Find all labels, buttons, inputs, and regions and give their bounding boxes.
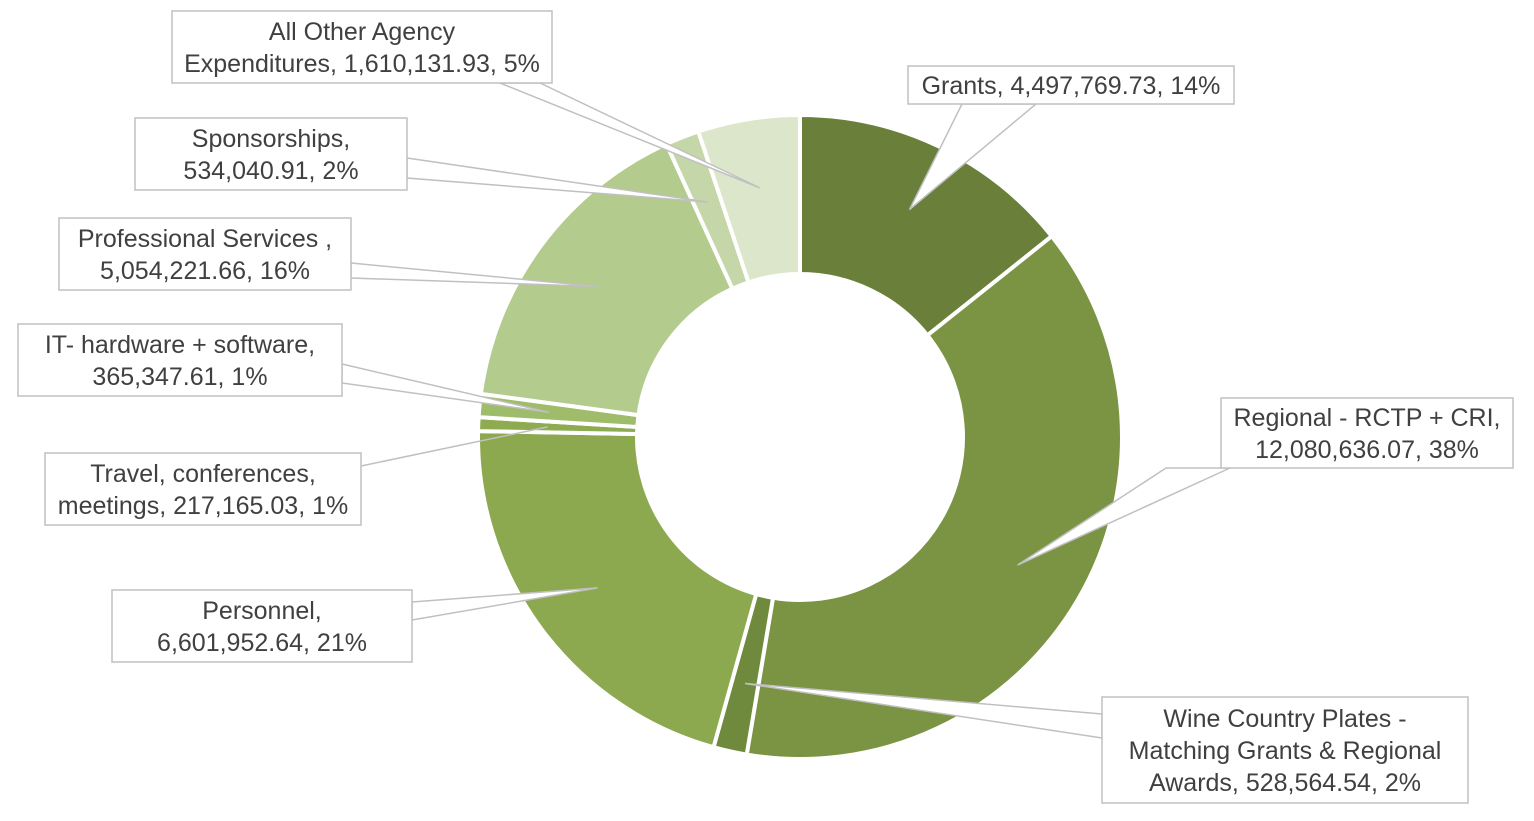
data-label-box-6 <box>58 217 352 291</box>
slice-6 <box>478 141 736 418</box>
data-label-1-line-0: Regional - RCTP + CRI, <box>1234 404 1501 432</box>
slice-3 <box>476 429 759 750</box>
data-label-7-line-0: Sponsorships, <box>192 125 350 153</box>
data-label-8-line-1: Expenditures, 1,610,131.93, 5% <box>184 50 540 78</box>
slice-0 <box>798 112 1055 339</box>
leader-line-1 <box>1017 467 1231 566</box>
data-label-box-3 <box>111 589 413 663</box>
data-label-5-line-0: IT- hardware + software, <box>45 331 315 359</box>
data-label-2-line-1: Matching Grants & Regional <box>1129 737 1442 765</box>
data-label-6-line-1: 5,054,221.66, 16% <box>100 257 310 285</box>
labels-group: Grants, 4,497,769.73, 14% Regional - RCTP… <box>17 10 1514 804</box>
data-label-box-0 <box>907 65 1235 105</box>
slice-8 <box>695 112 802 285</box>
data-label-3-line-1: 6,601,952.64, 21% <box>157 629 367 657</box>
leader-lines-group <box>341 82 1231 739</box>
data-label-1-line-1: 12,080,636.07, 38% <box>1255 436 1479 464</box>
leader-line-4 <box>360 426 548 467</box>
data-label-2-line-0: Wine Country Plates - <box>1163 705 1406 733</box>
data-label-6-line-0: Professional Services , <box>78 225 332 253</box>
data-label-3-line-0: Personnel, <box>202 597 322 625</box>
data-label-5-line-1: 365,347.61, 1% <box>92 363 267 391</box>
data-label-8-line-0: All Other Agency <box>269 18 456 46</box>
data-label-box-5 <box>17 323 343 397</box>
data-label-7-line-1: 534,040.91, 2% <box>183 157 358 185</box>
data-label-box-1 <box>1220 397 1514 469</box>
data-label-0-line-0: Grants, 4,497,769.73, 14% <box>922 72 1221 100</box>
slice-1 <box>744 233 1124 761</box>
data-label-2-line-2: Awards, 528,564.54, 2% <box>1149 769 1421 797</box>
data-label-box-7 <box>134 117 408 191</box>
slices-group <box>476 112 1124 761</box>
data-label-4-line-0: Travel, conferences, <box>90 460 316 488</box>
data-label-box-2 <box>1101 696 1469 804</box>
data-label-box-8 <box>171 10 553 84</box>
data-label-4-line-1: meetings, 217,165.03, 1% <box>58 492 348 520</box>
data-label-box-4 <box>44 452 362 526</box>
